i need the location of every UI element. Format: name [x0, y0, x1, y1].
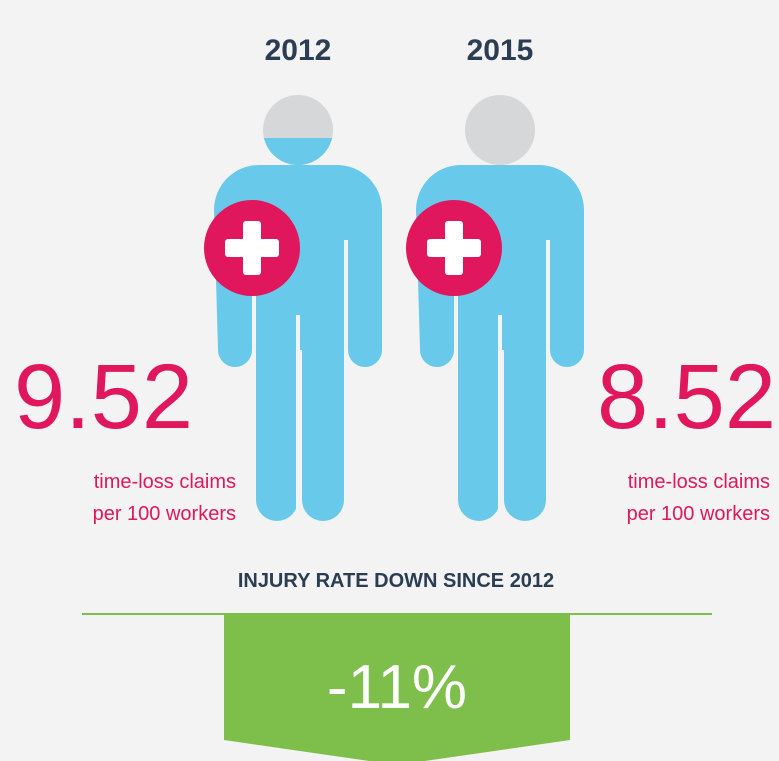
headline: INJURY RATE DOWN SINCE 2012: [238, 570, 554, 592]
person-2012: [204, 95, 382, 521]
infographic: 2012 2015 9.52 time-loss claims per 100 …: [0, 0, 779, 761]
year: 2012: [265, 34, 332, 67]
rate-label: per 100 workers: [627, 503, 770, 525]
rate: 9.52: [14, 346, 193, 448]
year: 2015: [467, 34, 534, 67]
rate-label: per 100 workers: [93, 503, 236, 525]
change: -11%: [327, 653, 467, 722]
rate-label: time-loss claims: [628, 471, 770, 493]
rate: 8.52: [597, 346, 776, 448]
person-2015: [406, 95, 584, 521]
rate-label: time-loss claims: [94, 471, 236, 493]
